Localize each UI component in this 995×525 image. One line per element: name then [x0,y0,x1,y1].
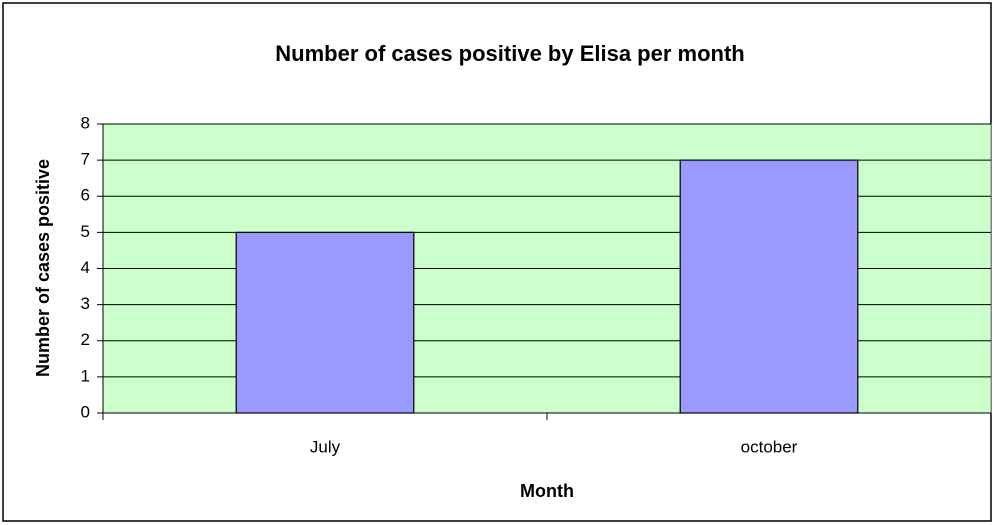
y-tick-label: 3 [81,294,90,313]
y-tick-label: 1 [81,366,90,385]
bar [679,159,859,414]
y-tick-label: 2 [81,330,90,349]
x-tick-label: July [310,437,341,456]
y-tick-label: 0 [81,402,90,421]
x-tick-label: october [741,437,798,456]
y-tick-label: 6 [81,186,90,205]
y-tick-label: 4 [81,258,90,277]
y-tick-label: 7 [81,150,90,169]
y-axis-title: Number of cases positive [33,159,53,377]
bar [235,231,415,414]
y-tick-label: 5 [81,222,90,241]
x-axis-title: Month [520,481,574,501]
y-tick-label: 8 [81,113,90,132]
chart-title: Number of cases positive by Elisa per mo… [275,41,744,66]
